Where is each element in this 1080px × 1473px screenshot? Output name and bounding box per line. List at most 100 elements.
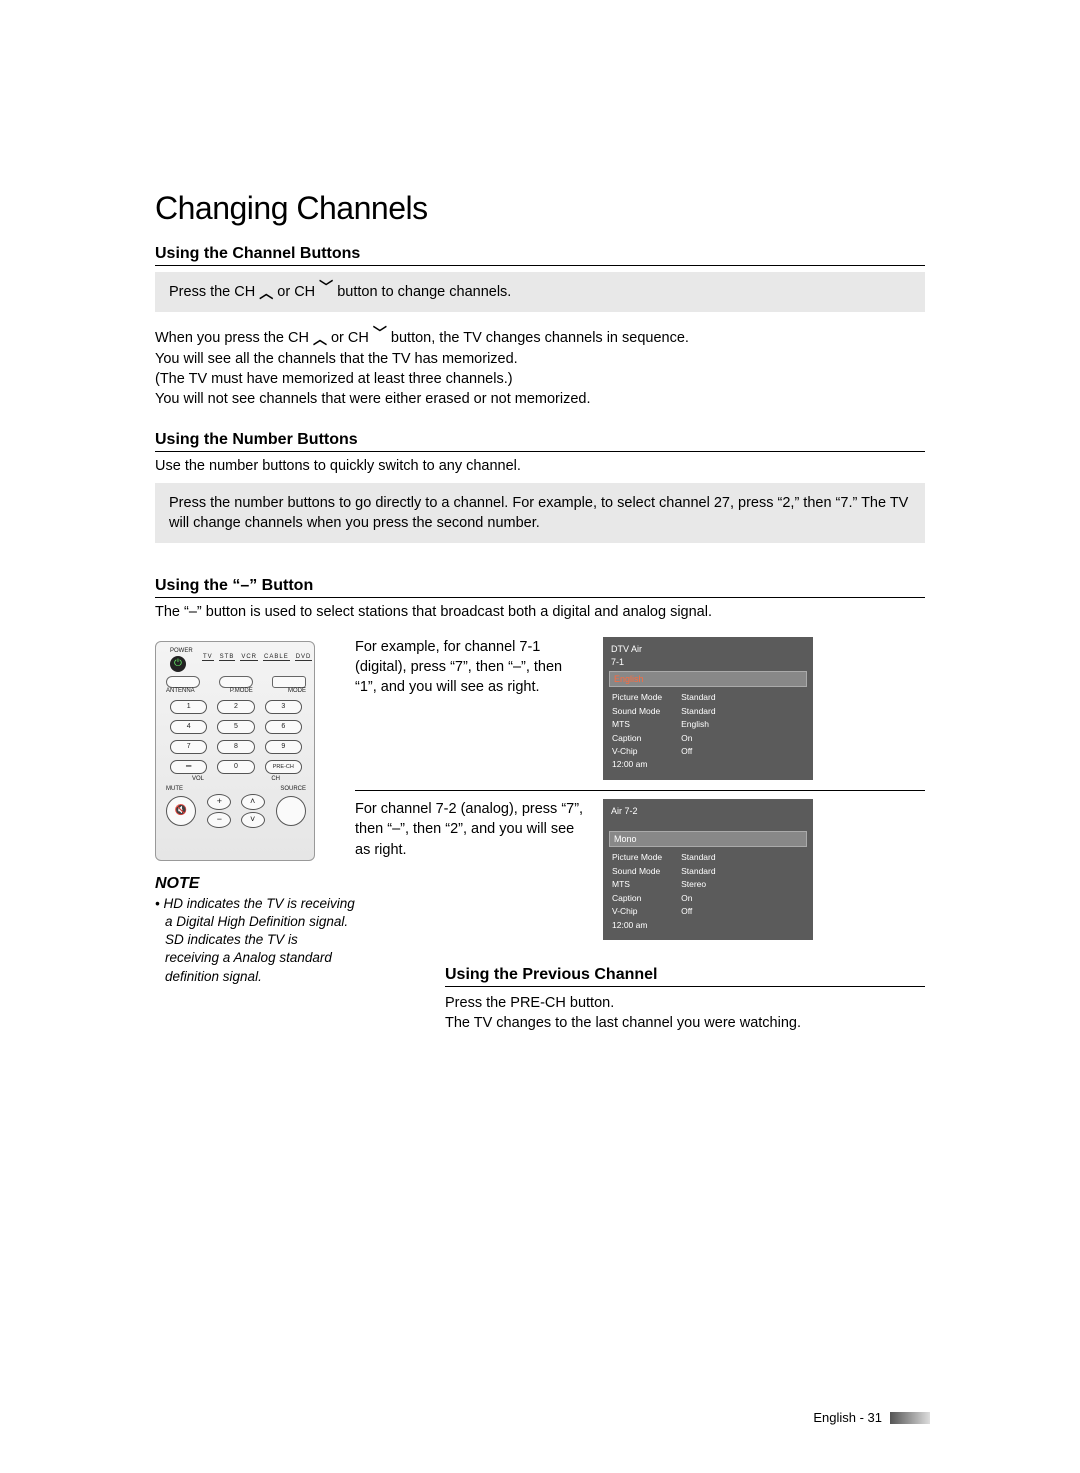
cell: V-Chip [611,745,680,758]
text: Press the CH [169,284,259,300]
ch-rocker: ˄˅ [243,794,263,828]
cell: Standard [680,691,717,704]
cell: Sound Mode [611,705,680,718]
page-title: Changing Channels [155,190,925,227]
two-column-layout: POWER ⏻ TV STB VCR CABLE DVD ANTENNA P.M… [155,637,925,1056]
osd-line: Air 7-2 [611,805,805,817]
instruction-box-2: Press the number buttons to go directly … [155,483,925,544]
example-text-2: For channel 7-2 (analog), press “7”, the… [355,799,585,860]
cell: Off [680,745,717,758]
cell: V-Chip [611,905,680,918]
cell: Stereo [680,878,717,891]
remote-top-row: TV STB VCR CABLE DVD [202,654,312,661]
cell [680,919,717,932]
remote-button [219,676,253,688]
section-heading-number-buttons: Using the Number Buttons [155,431,925,452]
num-button: 6 [265,720,302,734]
footer-text: English - 31 [813,1410,882,1425]
text: MUTE [166,786,183,792]
remote-illustration: POWER ⏻ TV STB VCR CABLE DVD ANTENNA P.M… [155,641,315,861]
caret-down-icon [319,282,333,302]
num-button: 2 [217,700,254,714]
text: TV [202,654,214,661]
left-column: POWER ⏻ TV STB VCR CABLE DVD ANTENNA P.M… [155,637,355,1056]
text: When you press the CH [155,330,313,346]
up-icon: ˄ [241,794,265,810]
paragraph: Press the PRE-CH button. The TV changes … [445,993,925,1034]
caret-down-icon [373,328,387,348]
paragraph: Use the number buttons to quickly switch… [155,456,925,476]
cell: Sound Mode [611,865,680,878]
remote-bottom-labels: MUTE SOURCE [166,786,306,792]
cell: 12:00 am [611,919,680,932]
cell: Caption [611,892,680,905]
num-button: 3 [265,700,302,714]
vol-rocker: +− [209,794,229,828]
num-button: 8 [217,740,254,754]
cell: Standard [680,851,717,864]
page-footer: English - 31 [813,1410,930,1425]
text: or CH [273,284,319,300]
text: CH [271,776,280,782]
caret-up-icon [259,282,273,302]
cell: Caption [611,732,680,745]
section-heading-dash-button: Using the “–” Button [155,577,925,598]
osd-bar: Mono [609,831,807,847]
page-content: Changing Channels Using the Channel Butt… [155,190,925,1056]
text: You will see all the channels that the T… [155,351,518,367]
source-icon [276,796,306,826]
text: button to change channels. [333,284,511,300]
caret-up-icon [313,328,327,348]
text: MODE [288,688,306,694]
text: P.MODE [230,688,253,694]
power-label: POWER [170,648,193,654]
text: Press the PRE-CH button. [445,995,614,1011]
cell: On [680,892,717,905]
cell: MTS [611,718,680,731]
instruction-box-1: Press the CH or CH button to change chan… [155,272,925,312]
cell: 12:00 am [611,758,680,771]
footer-gradient-icon [890,1412,930,1424]
remote-bottom-labels-top: VOL CH [192,776,280,782]
cell: On [680,732,717,745]
remote-control-row: 🔇 +− ˄˅ [166,794,306,828]
paragraph: When you press the CH or CH button, the … [155,328,925,409]
remote-button [166,676,200,688]
osd-screenshot-2: Air 7-2 Mono Picture ModeStandard Sound … [603,799,813,940]
text: STB [219,654,236,661]
mute-icon: 🔇 [166,796,196,826]
osd-table: Picture ModeStandard Sound ModeStandard … [611,691,717,772]
num-button: 1 [170,700,207,714]
text: ANTENNA [166,688,195,694]
text: SOURCE [280,786,306,792]
osd-table: Picture ModeStandard Sound ModeStandard … [611,851,717,932]
minus-icon: − [207,812,231,828]
num-button: 4 [170,720,207,734]
remote-button [272,676,306,688]
text: or CH [327,330,373,346]
section-heading-channel-buttons: Using the Channel Buttons [155,245,925,266]
osd-screenshot-1: DTV Air 7-1 English Picture ModeStandard… [603,637,813,780]
cell: MTS [611,878,680,891]
num-button: 5 [217,720,254,734]
right-column: For example, for channel 7-1 (digital), … [355,637,925,1056]
remote-numpad: 1 2 3 4 5 6 7 8 9 – 0 PRE-CH [170,700,302,774]
section-heading-previous-channel: Using the Previous Channel [445,966,925,987]
osd-line: 7-1 [611,656,805,668]
plus-icon: + [207,794,231,810]
text: (The TV must have memorized at least thr… [155,371,513,387]
num-button: 7 [170,740,207,754]
text: button, the TV changes channels in seque… [387,330,689,346]
num-button: 9 [265,740,302,754]
cell: Standard [680,705,717,718]
text: The TV changes to the last channel you w… [445,1015,801,1031]
note-body: • HD indicates the TV is receiving a Dig… [155,895,355,986]
paragraph: The “–” button is used to select station… [155,602,925,622]
cell: Picture Mode [611,851,680,864]
cell: English [680,718,717,731]
text: VOL [192,776,204,782]
previous-channel-section: Using the Previous Channel Press the PRE… [445,966,925,1034]
cell: Picture Mode [611,691,680,704]
example-row-2: For channel 7-2 (analog), press “7”, the… [355,799,925,940]
down-icon: ˅ [241,812,265,828]
